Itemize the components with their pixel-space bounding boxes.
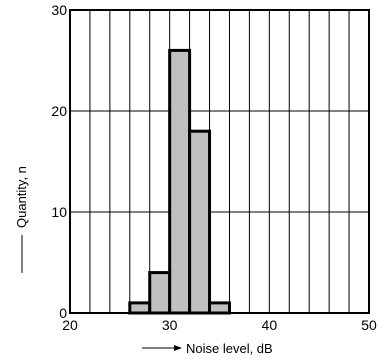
x-axis-arrow-head (174, 345, 182, 351)
grid-lines (70, 10, 369, 313)
histogram-bar (128, 301, 152, 315)
x-axis-title: Noise level, dB (186, 341, 273, 356)
histogram-bar (208, 301, 231, 315)
plot-frame (69, 9, 370, 314)
y-axis-title-group: Quantity, n (14, 166, 29, 273)
histogram-bar (168, 48, 192, 315)
x-tick-label: 50 (361, 317, 377, 333)
y-axis-title: Quantity, n (14, 166, 29, 228)
y-tick-label: 30 (51, 2, 67, 18)
x-tick-label: 20 (62, 317, 78, 333)
histogram-bars (128, 48, 231, 315)
y-tick-labels: 0 10 20 30 (51, 2, 67, 321)
x-tick-labels: 20 30 40 50 (62, 317, 377, 333)
y-tick-label: 20 (51, 103, 67, 119)
y-tick-label: 10 (51, 204, 67, 220)
x-tick-label: 40 (262, 317, 278, 333)
x-axis-title-group: Noise level, dB (142, 341, 273, 356)
y-tick-label: 0 (59, 305, 67, 321)
histogram-bar (148, 271, 172, 315)
x-tick-label: 30 (162, 317, 178, 333)
histogram-bar (188, 129, 212, 315)
